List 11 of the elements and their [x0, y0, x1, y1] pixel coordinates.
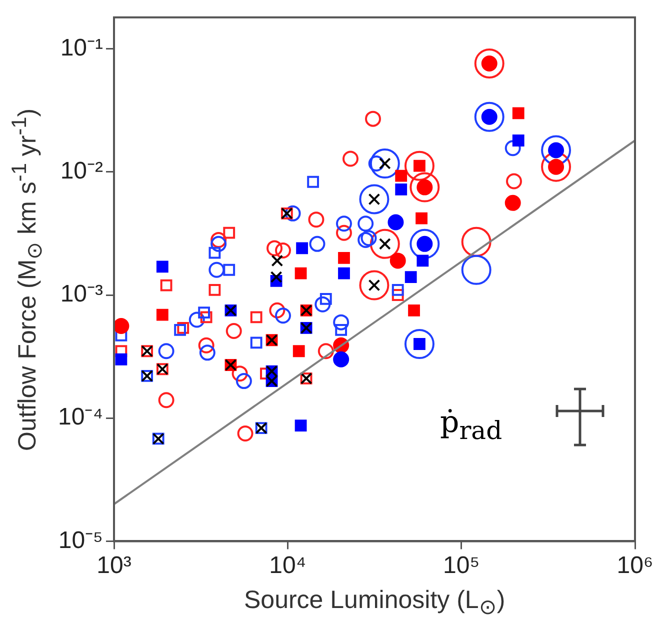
- annotation: ṗ$_{rad}$: [440, 405, 502, 445]
- x-axis-title: Source Luminosity (L$_{⊙}$): [244, 586, 506, 620]
- y-tick-label: 10⁻¹: [60, 34, 104, 62]
- y-tick-label: 10⁻⁴: [58, 404, 104, 431]
- y-tick-label: 10⁻²: [60, 158, 104, 185]
- x-tick-label: 10⁵: [443, 552, 480, 580]
- x-tick-label: 10⁶: [616, 552, 654, 580]
- y-tick-label: 10⁻⁵: [58, 526, 104, 554]
- y-tick-label: 10⁻³: [60, 280, 104, 308]
- x-tick-label: 10³: [96, 552, 132, 580]
- x-tick-label: 10⁴: [269, 552, 306, 580]
